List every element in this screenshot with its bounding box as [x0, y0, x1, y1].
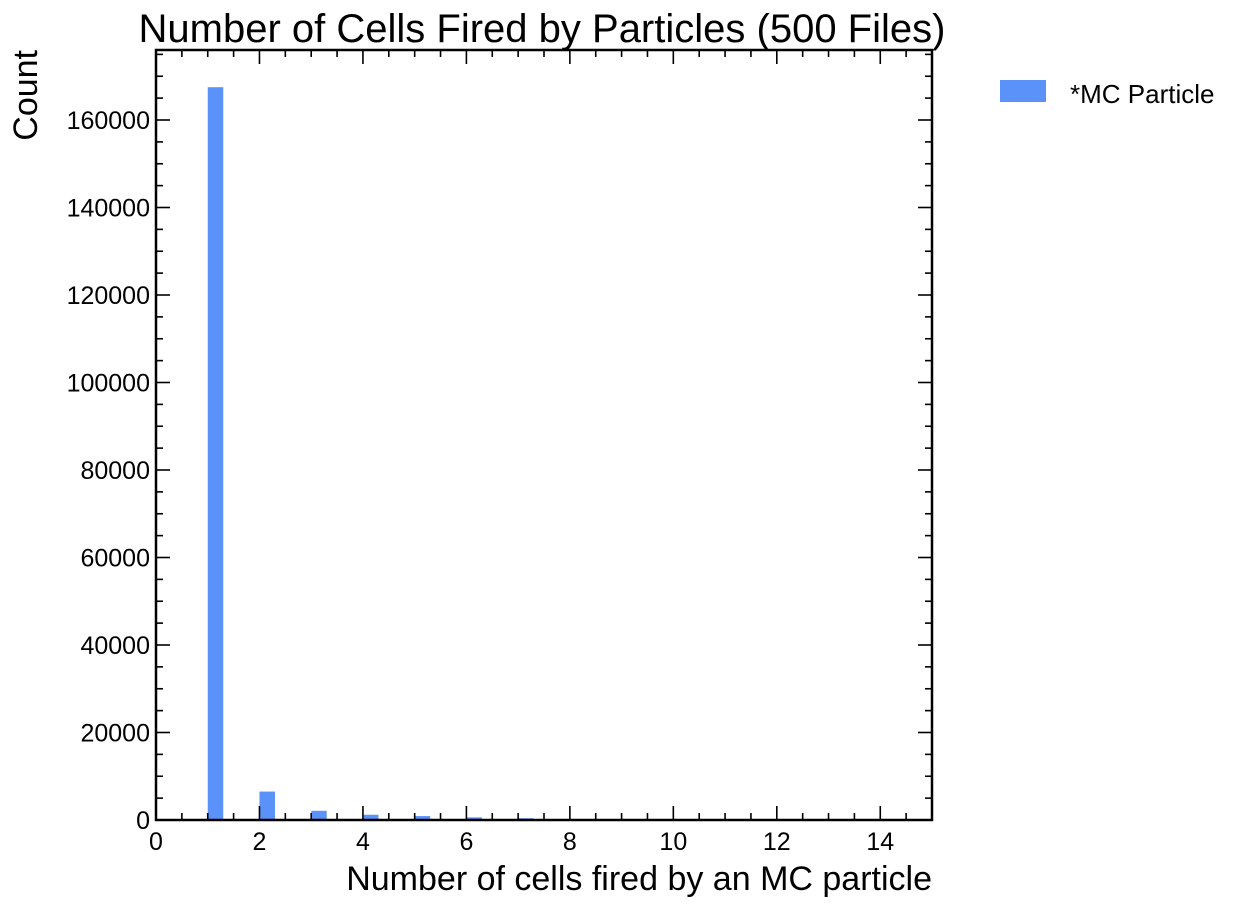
- y-tick-label: 160000: [67, 107, 150, 135]
- x-tick-label: 0: [149, 828, 163, 856]
- x-tick-label: 4: [356, 828, 370, 856]
- x-tick-label: 8: [563, 828, 577, 856]
- y-tick-label: 60000: [80, 545, 150, 573]
- legend: *MC Particle: [1000, 79, 1214, 109]
- bars-group: [207, 87, 534, 820]
- y-tick-label: 80000: [80, 457, 150, 485]
- histogram-bar-6: [466, 817, 482, 820]
- x-tick-label: 10: [659, 828, 687, 856]
- y-tick-label: 100000: [67, 370, 150, 398]
- histogram-bar-3: [311, 810, 327, 820]
- y-tick-label: 120000: [67, 282, 150, 310]
- y-axis-label: Count: [7, 49, 45, 140]
- y-tick-label: 140000: [67, 195, 150, 223]
- histogram-bar-2: [259, 791, 275, 820]
- x-tick-label: 14: [866, 828, 894, 856]
- ticks-group: [155, 50, 933, 821]
- histogram-bar-4: [362, 814, 379, 820]
- histogram-bar-1: [207, 87, 224, 820]
- x-tick-label: 12: [763, 828, 791, 856]
- x-tick-label: 6: [459, 828, 473, 856]
- y-tick-label: 40000: [80, 632, 150, 660]
- y-tick-label: 20000: [80, 720, 150, 748]
- plot-frame: [154, 48, 934, 822]
- legend-swatch: [1000, 80, 1046, 102]
- tick-labels-group: 0 2 4 6 8 10 12 14 0 20000 40000 60000 80000 100000 12…: [67, 107, 895, 856]
- x-tick-label: 2: [253, 828, 267, 856]
- y-tick-label: 0: [136, 807, 150, 835]
- x-axis-label: Number of cells fired by an MC particle: [346, 860, 932, 898]
- histogram-bar-5: [414, 816, 431, 820]
- chart-title: Number of Cells Fired by Particles (500 …: [139, 7, 946, 51]
- legend-label: *MC Particle: [1070, 79, 1214, 109]
